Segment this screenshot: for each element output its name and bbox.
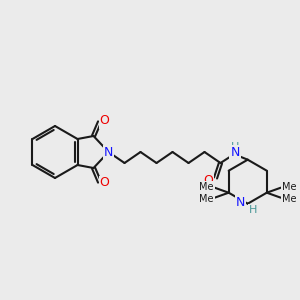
Text: O: O bbox=[100, 176, 110, 190]
Text: O: O bbox=[204, 173, 214, 187]
Text: Me: Me bbox=[281, 182, 296, 192]
Text: Me: Me bbox=[281, 194, 296, 204]
Text: H: H bbox=[248, 205, 257, 215]
Text: N: N bbox=[104, 146, 113, 158]
Text: N: N bbox=[230, 146, 240, 159]
Text: Me: Me bbox=[200, 182, 214, 192]
Text: N: N bbox=[236, 196, 245, 209]
Text: H: H bbox=[231, 142, 239, 152]
Text: Me: Me bbox=[200, 194, 214, 204]
Text: O: O bbox=[100, 115, 110, 128]
